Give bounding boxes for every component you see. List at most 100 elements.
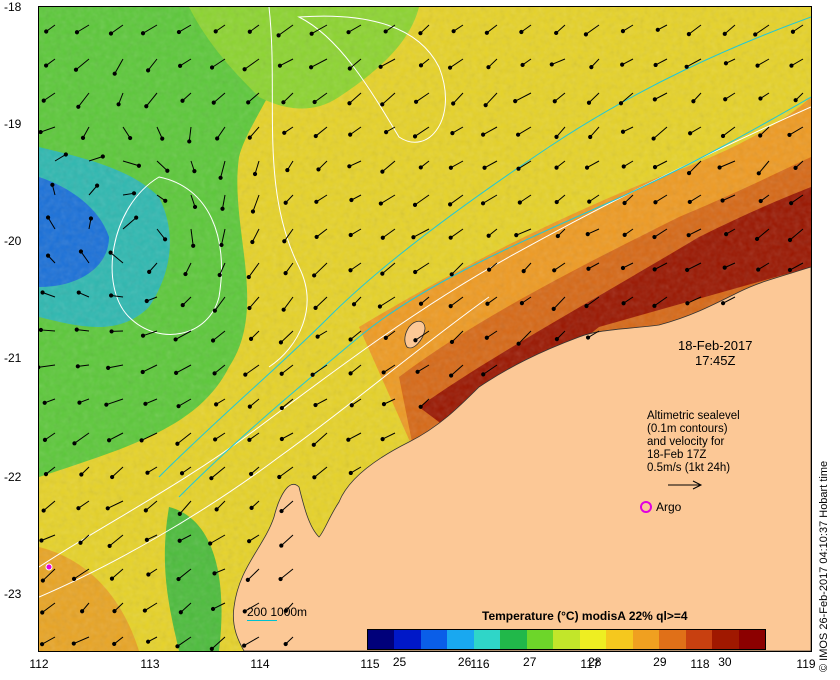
velocity-arrow — [74, 432, 90, 444]
velocity-arrow-head — [486, 233, 491, 238]
velocity-arrow-head — [75, 364, 80, 369]
velocity-arrow-head — [217, 272, 222, 278]
velocity-arrow — [156, 126, 163, 139]
velocity-arrow-head — [787, 132, 792, 138]
velocity-arrow — [80, 251, 90, 264]
velocity-arrow — [382, 228, 396, 239]
velocity-arrow — [451, 330, 464, 343]
altimetry-note: Altimetric sealevel (0.1m contours) and … — [647, 410, 740, 475]
velocity-arrow — [244, 58, 260, 70]
velocity-arrow — [76, 24, 90, 33]
velocity-arrow-head — [281, 307, 286, 312]
velocity-arrow — [789, 262, 804, 271]
velocity-arrow — [719, 160, 736, 168]
velocity-arrow — [380, 58, 396, 68]
velocity-arrow — [348, 24, 362, 33]
velocity-arrow-head — [277, 63, 283, 68]
sst-time: 17:45Z — [694, 353, 736, 368]
velocity-arrow — [313, 432, 328, 446]
sealevel-contours — [39, 7, 811, 598]
velocity-arrow-head — [191, 243, 196, 248]
velocity-arrow-head — [311, 442, 316, 447]
velocity-arrow-head — [209, 65, 215, 70]
velocity-arrow — [110, 24, 124, 34]
velocity-arrow — [188, 126, 192, 142]
velocity-arrow-head — [448, 202, 453, 207]
velocity-arrow-head — [44, 29, 49, 34]
velocity-arrow — [315, 296, 328, 309]
y-tick: -20 — [4, 234, 22, 248]
velocity-arrow — [106, 398, 124, 406]
velocity-arrow-head — [652, 234, 657, 240]
velocity-arrow — [108, 364, 124, 369]
velocity-arrow-head — [242, 643, 247, 648]
velocity-arrow-head — [513, 99, 518, 104]
velocity-arrow — [313, 262, 328, 276]
velocity-arrow — [382, 160, 396, 173]
velocity-arrow-head — [449, 339, 455, 345]
velocity-arrow-head — [146, 639, 151, 644]
velocity-arrow-head — [175, 441, 180, 446]
velocity-arrow-head — [312, 99, 317, 105]
velocity-arrow-head — [108, 250, 113, 255]
velocity-arrow-head — [789, 63, 794, 68]
velocity-arrow-head — [418, 165, 423, 170]
velocity-arrow-head — [209, 476, 214, 481]
velocity-arrow-head — [383, 29, 388, 34]
sst-map[interactable] — [38, 6, 812, 652]
velocity-arrow-head — [76, 290, 81, 295]
velocity-arrow-head — [413, 338, 418, 343]
velocity-arrow — [452, 92, 464, 104]
colorbar-tick-label: 25 — [392, 655, 407, 669]
velocity-arrow — [791, 58, 804, 67]
velocity-arrow-head — [176, 404, 181, 409]
velocity-arrow — [620, 92, 634, 104]
velocity-arrow-head — [724, 232, 729, 237]
colorbar-cell — [500, 630, 527, 649]
velocity-arrow — [380, 194, 396, 204]
velocity-arrow-head — [249, 505, 254, 510]
velocity-arrow-head — [109, 293, 114, 298]
velocity-arrow-head — [213, 29, 218, 34]
velocity-arrow — [77, 92, 90, 108]
velocity-arrow-head — [175, 644, 180, 649]
velocity-arrow-head — [348, 337, 353, 342]
velocity-arrow-head — [283, 641, 288, 647]
velocity-arrow-head — [347, 101, 352, 106]
velocity-arrow — [486, 24, 498, 34]
velocity-arrow-head — [622, 232, 627, 237]
velocity-arrow — [280, 330, 294, 343]
velocity-arrow — [588, 92, 600, 104]
velocity-arrow-head — [448, 304, 453, 309]
velocity-arrow-head — [112, 608, 117, 614]
velocity-arrow-head — [106, 438, 112, 443]
velocity-arrow-head — [71, 576, 77, 581]
velocity-arrow-head — [116, 102, 121, 107]
velocity-arrow — [757, 58, 770, 67]
y-tick: -21 — [4, 351, 22, 365]
velocity-arrow — [216, 126, 226, 139]
velocity-arrow-head — [378, 201, 383, 206]
velocity-arrow — [350, 330, 362, 340]
velocity-arrow-head — [349, 403, 354, 408]
velocity-arrow-head — [45, 253, 51, 258]
velocity-arrow — [585, 24, 600, 35]
velocity-arrow-head — [519, 29, 524, 35]
velocity-arrow-head — [212, 571, 217, 576]
velocity-arrow-head — [691, 99, 696, 104]
velocity-arrow — [382, 262, 396, 274]
velocity-arrow — [517, 126, 532, 136]
velocity-arrow — [316, 194, 328, 203]
sst-timestamp: 18-Feb-2017 17:45Z — [678, 338, 752, 368]
velocity-arrow — [518, 330, 532, 345]
velocity-arrow-head — [40, 578, 45, 583]
velocity-arrow — [47, 217, 56, 230]
velocity-arrow-head — [793, 98, 798, 103]
velocity-arrow-head — [722, 31, 727, 36]
velocity-arrow — [142, 364, 158, 373]
velocity-arrow-head — [790, 29, 796, 34]
velocity-arrow-head — [72, 441, 77, 446]
velocity-arrow — [686, 58, 702, 68]
x-tick: 112 — [29, 657, 49, 671]
velocity-arrow — [178, 398, 192, 407]
